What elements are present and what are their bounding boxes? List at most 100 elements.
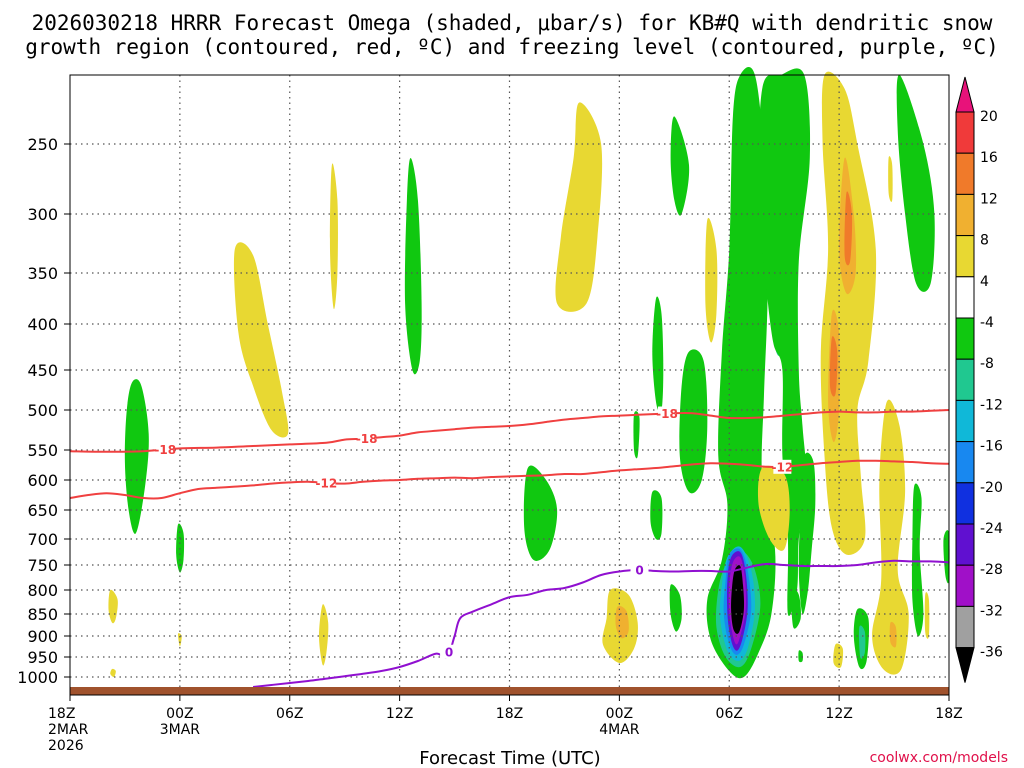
omega-yellow-slim-14z xyxy=(329,163,338,310)
y-tick-label-650: 650 xyxy=(27,501,58,520)
dgz-contour--12-label: -12 xyxy=(772,460,794,474)
dgz-contour--18-label: -18 xyxy=(656,407,678,421)
x-axis-label: Forecast Time (UTC) xyxy=(419,748,600,768)
colorbar-label--36: -36 xyxy=(980,645,1003,661)
omega-orange-dark-12z xyxy=(844,191,853,266)
title-line-2: growth region (contoured, red, ºC) and f… xyxy=(25,35,999,59)
colorbar-bin-12-16 xyxy=(955,152,975,195)
colorbar-label--28: -28 xyxy=(980,562,1003,578)
credit-text: coolwx.com/models xyxy=(870,750,1008,766)
colorbar-label--32: -32 xyxy=(980,603,1003,619)
colorbar-label-12: 12 xyxy=(980,191,998,207)
y-tick-label-450: 450 xyxy=(27,361,58,380)
omega-green-0130z-upper xyxy=(652,296,664,413)
y-tick-label-950: 950 xyxy=(27,648,58,667)
omega-green-15z-upper xyxy=(896,74,935,292)
x-tick-label-12Z: 12Z xyxy=(386,706,413,722)
omega-teal-1130z-low xyxy=(858,625,866,659)
colorbar-label-8: 8 xyxy=(980,233,989,249)
x-tick-label-2026: 2026 xyxy=(48,738,84,754)
omega-green-top-02z xyxy=(670,116,690,216)
colorbar-label--16: -16 xyxy=(980,439,1003,455)
omega-shading xyxy=(108,67,950,679)
freezing-level-contour-label: 0 xyxy=(635,564,643,578)
colorbar-bin--4-4 xyxy=(955,276,975,319)
omega-green-1530z-low xyxy=(911,483,924,637)
temperature-contours: -18 -18 -18 -12 -12 0 0 xyxy=(69,406,950,688)
colorbar-bin--28--24 xyxy=(955,523,975,566)
dgz-contour--18-label: -18 xyxy=(154,443,176,457)
dgz-contour--12-label: -12 xyxy=(316,477,338,491)
y-axis-ticks: 250 300 350 400 450 500 550 600 650 700 750 800 850 9… xyxy=(17,135,70,687)
dgz-contour--18-label-bg xyxy=(657,406,676,421)
omega-green-09z-low xyxy=(791,587,802,629)
omega-green-03z-low xyxy=(669,584,682,632)
omega-green-main-06z xyxy=(706,67,776,679)
x-tick-label-18Z: 18Z xyxy=(496,706,523,722)
colorbar-label--24: -24 xyxy=(980,521,1003,537)
colorbar-bin--20--16 xyxy=(955,441,975,484)
colorbar-bin-4-8 xyxy=(955,235,975,278)
title-line-1: 2026030218 HRRR Forecast Omega (shaded, … xyxy=(32,11,993,35)
colorbar-label-16: 16 xyxy=(980,150,998,166)
colorbar: 20 16 12 8 4 -4 -8 -12 -16 -20 -24 -28 -32 -36 xyxy=(955,76,1003,683)
omega-green-0330z-band xyxy=(679,349,708,494)
colorbar-label--8: -8 xyxy=(980,356,994,372)
ground-strip xyxy=(70,687,949,695)
y-tick-label-500: 500 xyxy=(27,401,58,420)
omega-orange-13z-low xyxy=(889,621,897,648)
colorbar-bin-8-12 xyxy=(955,193,975,237)
freezing-level-contour-label-bg xyxy=(440,644,459,659)
colorbar-bin--24--20 xyxy=(955,482,975,525)
x-tick-label-00Z: 00Z xyxy=(606,706,633,722)
colorbar-label--4: -4 xyxy=(980,315,994,331)
dgz-contour--12-line xyxy=(69,459,950,500)
y-tick-label-550: 550 xyxy=(27,441,58,460)
x-tick-label-18Z: 18Z xyxy=(48,706,75,722)
colorbar-bin--32--28 xyxy=(955,564,975,607)
colorbar-bin--8--4 xyxy=(955,317,975,360)
omega-green-tall-19z xyxy=(404,158,422,375)
x-tick-label-2MAR: 2MAR xyxy=(48,722,89,738)
y-tick-label-400: 400 xyxy=(27,315,58,334)
omega-green-upper-0730z xyxy=(758,68,811,617)
omega-green-thin-0130z xyxy=(633,411,640,459)
x-tick-label-3MAR: 3MAR xyxy=(160,722,201,738)
omega-green-thin-0230z xyxy=(650,490,663,540)
colorbar-label-20: 20 xyxy=(980,109,998,125)
x-tick-label-18Z: 18Z xyxy=(935,706,962,722)
x-tick-label-06Z: 06Z xyxy=(276,706,303,722)
x-tick-label-4MAR: 4MAR xyxy=(599,722,640,738)
colorbar-bin--36--32 xyxy=(955,605,975,649)
y-tick-label-1000: 1000 xyxy=(17,668,58,687)
y-tick-label-300: 300 xyxy=(27,205,58,224)
y-tick-label-800: 800 xyxy=(27,581,58,600)
x-tick-label-12Z: 12Z xyxy=(825,706,852,722)
omega-yellow-plume-2230z xyxy=(555,102,603,312)
y-tick-label-700: 700 xyxy=(27,530,58,549)
freezing-level-contour-label: 0 xyxy=(445,645,453,659)
omega-yellow-0730z-low xyxy=(757,465,790,551)
omega-yellow-1630z-low xyxy=(924,592,930,639)
colorbar-bottom-arrow xyxy=(955,647,975,683)
omega-orange-dark-12z-mid xyxy=(829,336,838,397)
omega-black-core-06z xyxy=(731,565,745,634)
omega-yellow-14z-dot xyxy=(888,156,893,202)
chart-title: 2026030218 HRRR Forecast Omega (shaded, … xyxy=(25,11,999,59)
omega-yellow-large-09z xyxy=(233,242,289,438)
x-tick-label-00Z: 00Z xyxy=(166,706,193,722)
omega-green-edge-18z xyxy=(943,530,950,584)
omega-yellow-0430z xyxy=(705,217,718,343)
colorbar-label--12: -12 xyxy=(980,397,1003,413)
freezing-level-contour-label-bg xyxy=(630,563,649,578)
omega-yellow-blob-13z-low xyxy=(319,604,329,666)
colorbar-label-4: 4 xyxy=(980,274,989,290)
omega-green-09z-right xyxy=(798,452,816,615)
y-tick-label-750: 750 xyxy=(27,556,58,575)
colorbar-bin--12--8 xyxy=(955,358,975,401)
colorbar-top-arrow xyxy=(955,76,975,113)
y-tick-label-900: 900 xyxy=(27,627,58,646)
dgz-contour--18-label: -18 xyxy=(356,432,378,446)
